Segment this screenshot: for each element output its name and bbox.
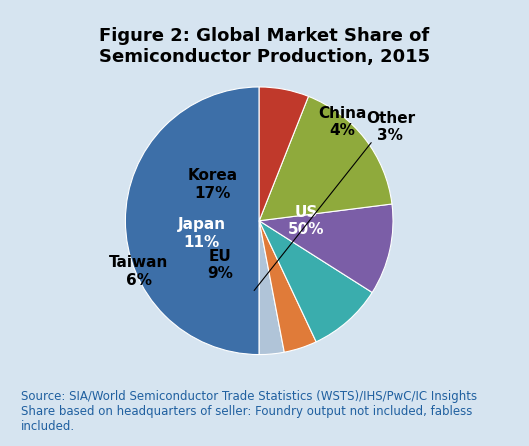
Text: EU
9%: EU 9%: [207, 249, 233, 281]
Wedge shape: [259, 96, 392, 221]
Wedge shape: [125, 87, 259, 355]
Text: US
50%: US 50%: [288, 205, 324, 237]
Text: Japan
11%: Japan 11%: [178, 217, 226, 250]
Wedge shape: [259, 204, 393, 293]
Text: Korea
17%: Korea 17%: [188, 169, 238, 201]
Text: Taiwan
6%: Taiwan 6%: [109, 256, 168, 288]
Wedge shape: [259, 87, 308, 221]
Text: Source: SIA/World Semiconductor Trade Statistics (WSTS)/IHS/PwC/IC Insights
Shar: Source: SIA/World Semiconductor Trade St…: [21, 390, 477, 433]
Wedge shape: [259, 221, 316, 352]
Wedge shape: [259, 221, 372, 342]
Wedge shape: [259, 221, 284, 355]
Text: Other
3%: Other 3%: [366, 111, 415, 143]
Text: Figure 2: Global Market Share of
Semiconductor Production, 2015: Figure 2: Global Market Share of Semicon…: [99, 27, 430, 66]
Text: China
4%: China 4%: [318, 106, 367, 138]
